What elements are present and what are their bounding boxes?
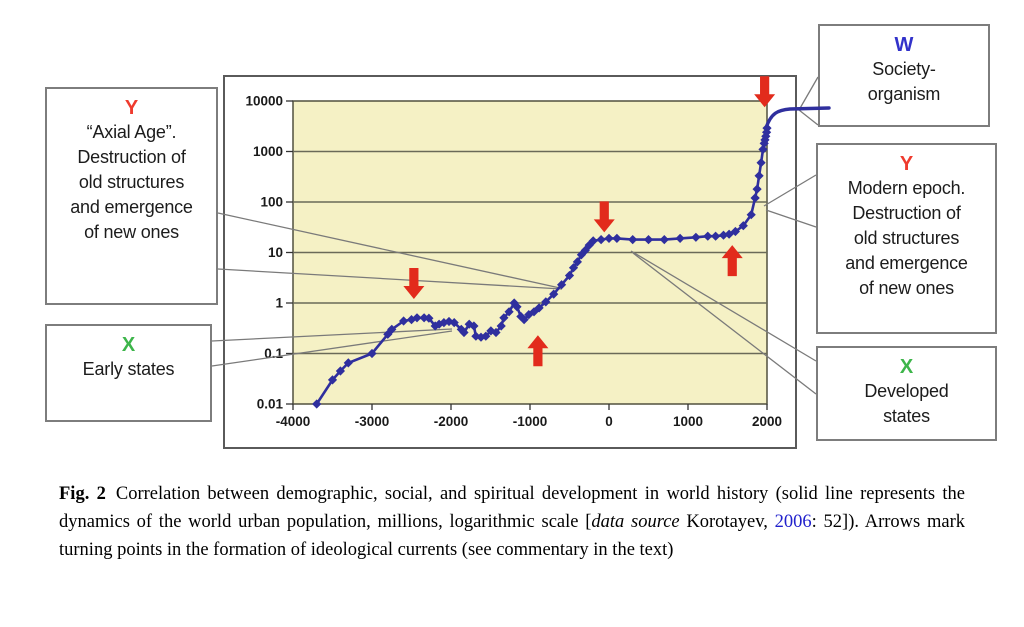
leader-line: [632, 252, 817, 395]
callout-text-line: Society-: [872, 59, 936, 79]
leader-line: [211, 330, 453, 367]
turning-point-arrow-down: [754, 76, 776, 108]
caption-label: Fig. 2: [59, 484, 106, 504]
x-tick-label: 2000: [752, 414, 782, 429]
turning-point-arrow-down: [403, 268, 425, 300]
citation-link-2006[interactable]: 2006: [774, 512, 812, 532]
leader-line: [217, 212, 561, 289]
callout-society-organism: W Society- organism: [818, 24, 990, 127]
turning-point-arrow-down: [593, 201, 615, 233]
leader-line: [217, 268, 563, 290]
x-tick-label: 1000: [673, 414, 703, 429]
y-tick-label: 0.1: [264, 346, 283, 361]
callout-text-line: states: [883, 406, 930, 426]
callout-modern-epoch: Y Modern epoch. Destruction of old struc…: [816, 143, 997, 334]
callout-text-line: of new ones: [84, 222, 179, 242]
figure-frame: [223, 75, 797, 449]
x-tick-label: -2000: [434, 414, 469, 429]
leader-line: [798, 109, 819, 126]
callout-text-line: Early states: [82, 359, 175, 379]
caption-text: : 52]). Arrows mark turning points in th…: [59, 512, 965, 560]
x-tick-label: -3000: [355, 414, 390, 429]
x-tick-label: -1000: [513, 414, 548, 429]
callout-text-line: “Axial Age”.: [86, 122, 177, 142]
y-tick-label: 1000: [253, 144, 283, 159]
callout-text-line: and emergence: [845, 253, 968, 273]
callout-text-line: old structures: [853, 228, 960, 248]
leader-line: [763, 174, 817, 207]
y-tick-label: 10000: [245, 94, 283, 109]
callout-text-line: old structures: [78, 172, 185, 192]
callout-letter: X: [899, 356, 914, 378]
callout-text-line: organism: [867, 84, 941, 104]
callout-text-line: Developed: [864, 381, 949, 401]
y-tick-label: 10: [268, 245, 283, 260]
turning-point-arrow-up: [721, 245, 743, 277]
y-tick-label: 100: [260, 195, 283, 210]
callout-letter: Y: [124, 97, 139, 119]
callout-letter: W: [894, 34, 914, 56]
leader-line: [765, 209, 817, 228]
figure-caption: Fig. 2 Correlation between demographic, s…: [59, 480, 965, 564]
x-tick-label: 0: [605, 414, 613, 429]
callout-text-line: and emergence: [70, 197, 193, 217]
callout-text-line: Destruction of: [852, 203, 961, 223]
turning-point-arrow-up: [527, 335, 549, 367]
callout-text-line: of new ones: [859, 278, 954, 298]
callout-early-states: X Early states: [45, 324, 212, 422]
callout-letter: Y: [899, 153, 914, 175]
caption-text: Korotayev,: [679, 512, 775, 532]
y-tick-label: 1: [275, 296, 283, 311]
leader-line: [798, 76, 819, 111]
caption-text: Correlation between demographic, social,…: [59, 484, 965, 532]
callout-axial-age: Y “Axial Age”. Destruction of old struct…: [45, 87, 218, 305]
leader-line: [211, 328, 453, 342]
x-tick-label: -4000: [276, 414, 311, 429]
callout-text-line: Modern epoch.: [847, 178, 966, 198]
y-tick-label: 0.01: [257, 397, 284, 412]
callout-letter: X: [121, 334, 136, 356]
callout-developed-states: X Developed states: [816, 346, 997, 441]
leader-line: [630, 250, 817, 362]
caption-italic: data source: [591, 512, 680, 532]
callout-text-line: Destruction of: [77, 147, 186, 167]
